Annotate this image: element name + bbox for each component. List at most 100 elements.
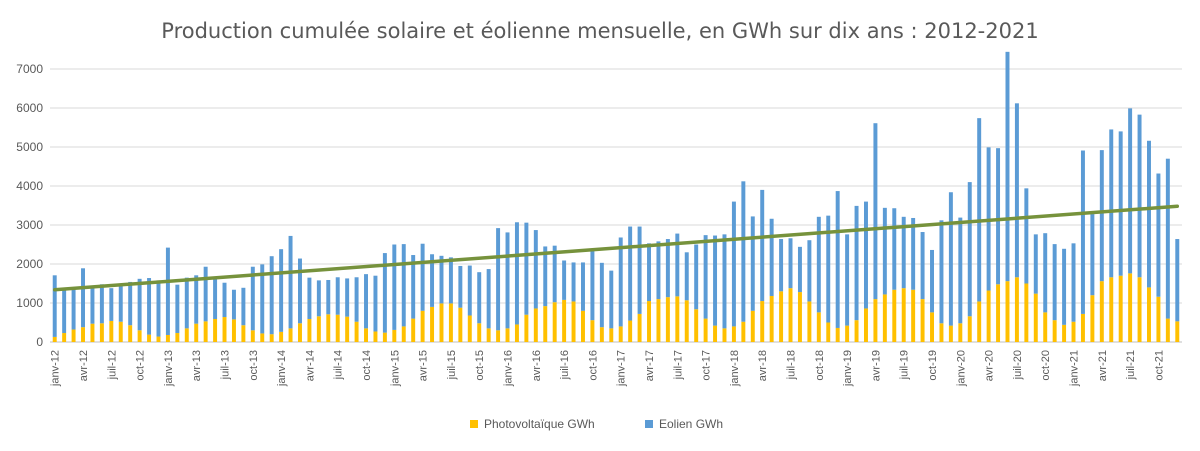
bar-photovoltaique [1137,277,1142,342]
bar-eolien [505,232,510,329]
x-tick-label: avr-16 [531,350,543,381]
bar-photovoltaique [316,316,321,342]
bar-photovoltaique [1175,321,1180,342]
bar-eolien [222,282,227,318]
x-tick-label: janv-12 [50,350,62,387]
x-tick-label: oct-17 [701,350,713,381]
bar-photovoltaique [392,329,397,342]
bar-eolien [486,269,491,329]
bar-photovoltaique [477,323,482,342]
bar-photovoltaique [599,327,604,342]
bar-photovoltaique [845,325,850,342]
bar-photovoltaique [335,314,340,342]
bar-eolien [901,216,906,289]
bar-photovoltaique [873,299,878,342]
bar-eolien [477,272,482,324]
bar-photovoltaique [590,320,595,342]
bar-photovoltaique [703,318,708,342]
bar-eolien [731,201,736,327]
bar-eolien [675,233,680,297]
bar-eolien [71,288,76,330]
bar-eolien [826,215,831,323]
bar-eolien [1024,188,1029,284]
bar-photovoltaique [1147,287,1151,342]
x-tick-label: janv-15 [389,350,401,387]
y-axis-ticks: 0 1000 2000 3000 4000 5000 6000 7000 [16,62,43,349]
bar-photovoltaique [977,301,982,342]
bar-eolien [128,281,133,326]
bar-photovoltaique [675,296,680,342]
bar-photovoltaique [505,328,510,342]
x-tick-label: oct-19 [927,350,939,381]
bar-eolien [835,191,840,328]
bar-eolien [599,262,604,328]
bar-eolien [354,277,359,322]
bar-eolien [533,230,538,309]
bar-eolien [467,265,472,316]
gridlines [50,68,1182,343]
bars [52,51,1180,342]
bar-photovoltaique [665,297,670,342]
bar-eolien [581,262,585,311]
x-tick-label: avr-20 [984,350,996,381]
bar-photovoltaique [1080,313,1085,342]
bar-photovoltaique [514,324,519,342]
bar-photovoltaique [128,325,133,342]
bar-photovoltaique [854,320,859,342]
x-tick-label: oct-13 [248,350,260,381]
bar-photovoltaique [694,309,699,342]
bar-photovoltaique [930,312,934,342]
bar-photovoltaique [175,333,180,342]
bar-photovoltaique [892,289,897,342]
bar-photovoltaique [411,318,416,342]
bar-eolien [996,148,1001,285]
bar-eolien [760,189,765,302]
bar-photovoltaique [382,332,387,342]
bar-photovoltaique [958,323,963,342]
bar-eolien [694,244,699,310]
bar-photovoltaique [920,299,925,342]
bar-photovoltaique [571,301,576,342]
bar-eolien [1118,131,1123,276]
bar-photovoltaique [939,323,944,342]
bar-photovoltaique [769,295,774,342]
x-tick-label: janv-17 [616,350,628,387]
bar-eolien [430,254,435,307]
bar-photovoltaique [1014,277,1019,342]
bar-photovoltaique [552,302,557,342]
bar-eolien [345,278,350,317]
bar-eolien [543,246,548,307]
bar-photovoltaique [713,325,718,342]
bar-eolien [562,260,567,300]
bar-photovoltaique [779,291,784,342]
bar-eolien [288,235,293,329]
bar-photovoltaique [269,334,274,342]
bar-photovoltaique [1090,295,1095,342]
bar-eolien [939,220,944,324]
x-tick-label: juil-20 [1012,350,1024,380]
bar-eolien [326,279,331,315]
bar-eolien [1147,140,1151,288]
bar-photovoltaique [486,328,491,342]
bar-eolien [401,244,406,327]
bar-eolien [1071,243,1076,322]
bar-eolien [524,222,529,315]
bar-eolien [420,243,425,311]
bar-photovoltaique [760,301,765,342]
bar-eolien [109,288,114,321]
x-tick-label: oct-20 [1040,350,1052,381]
bar-photovoltaique [241,325,246,342]
bar-eolien [165,247,170,335]
x-tick-label: oct-18 [814,350,826,381]
bar-photovoltaique [288,328,293,342]
y-tick-label: 6000 [16,101,43,115]
bar-photovoltaique [609,328,614,342]
bar-photovoltaique [1156,296,1161,342]
bar-photovoltaique [731,326,736,342]
bar-eolien [250,266,255,331]
bar-photovoltaique [835,327,840,342]
bar-photovoltaique [628,320,633,342]
bar-eolien [958,217,963,324]
bar-eolien [552,245,557,303]
bar-photovoltaique [90,323,95,342]
